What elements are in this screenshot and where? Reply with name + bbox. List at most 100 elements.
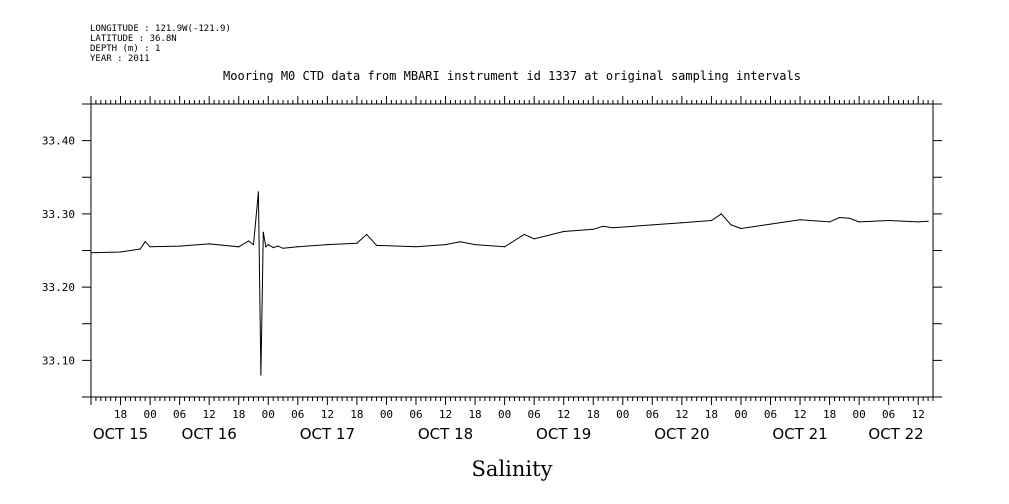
salinity-point (257, 191, 259, 193)
year-label: YEAR : 2011 (90, 54, 150, 64)
x-day-label: OCT 21 (772, 425, 827, 443)
salinity-point (119, 251, 122, 253)
series-group (90, 191, 929, 376)
x-hour-tick-label: 00 (853, 408, 866, 421)
salinity-point (444, 244, 447, 246)
salinity-point (248, 240, 250, 242)
salinity-point (612, 227, 614, 229)
salinity-point (144, 241, 146, 243)
x-hour-tick-label: 18 (468, 408, 481, 421)
latitude-label: LATITUDE : 36.8N (90, 34, 177, 44)
salinity-point (415, 246, 417, 248)
salinity-point (139, 248, 141, 250)
x-hour-tick-label: 18 (823, 408, 836, 421)
salinity-point (710, 219, 713, 222)
x-hour-tick-label: 18 (232, 408, 245, 421)
longitude-label: LONGITUDE : 121.9W(-121.9) (90, 24, 231, 34)
x-day-label: OCT 19 (536, 425, 591, 443)
x-hour-tick-label: 00 (262, 408, 275, 421)
salinity-point (90, 252, 92, 254)
x-hour-tick-label: 12 (912, 408, 925, 421)
salinity-point (459, 241, 461, 243)
salinity-point (149, 246, 151, 248)
salinity-point (592, 228, 594, 230)
salinity-point (602, 225, 604, 227)
x-hour-tick-label: 06 (173, 408, 186, 421)
salinity-point (282, 247, 284, 249)
salinity-point (927, 220, 929, 222)
x-axis-label: Salinity (472, 457, 553, 481)
salinity-point (848, 217, 850, 219)
x-hour-tick-label: 00 (380, 408, 393, 421)
x-hour-tick-label: 18 (705, 408, 718, 421)
depth-label: DEPTH (m) : 1 (90, 44, 160, 54)
salinity-point (838, 216, 841, 219)
x-hour-tick-label: 00 (616, 408, 629, 421)
salinity-point (769, 223, 772, 225)
y-tick-labels: 33.10 33.20 33.30 33.40 (42, 135, 75, 368)
salinity-point (262, 231, 264, 233)
y-tick-label: 33.10 (42, 354, 75, 367)
salinity-point (651, 224, 653, 226)
x-day-label: OCT 22 (868, 425, 923, 443)
x-hour-tick-label: 00 (143, 408, 156, 421)
salinity-point (523, 233, 525, 235)
salinity-point (730, 224, 732, 226)
salinity-point (563, 230, 565, 233)
salinity-point (277, 245, 279, 247)
x-hour-tick-label: 12 (793, 408, 806, 421)
salinity-point (533, 238, 535, 240)
salinity-point (681, 222, 683, 224)
y-tick-label: 33.20 (42, 281, 75, 294)
salinity-point (272, 247, 274, 249)
y-tick-label: 33.30 (42, 208, 75, 221)
x-hour-tick-label: 06 (291, 408, 304, 421)
salinity-point (356, 242, 358, 244)
salinity-point (799, 219, 801, 221)
x-hour-tick-label: 06 (409, 408, 422, 421)
salinity-point (376, 244, 378, 246)
y-tick-label: 33.40 (42, 135, 75, 148)
x-hour-tick-label: 18 (587, 408, 600, 421)
x-day-labels: OCT 15 OCT 16 OCT 17 OCT 18 OCT 19 OCT 20 OCT … (93, 425, 924, 443)
salinity-point (366, 233, 368, 235)
x-day-label: OCT 16 (182, 425, 237, 443)
x-hour-tick-label: 18 (114, 408, 127, 421)
salinity-point (720, 213, 722, 215)
salinity-point (252, 244, 255, 246)
tick-marks (82, 96, 942, 405)
salinity-point (179, 245, 181, 247)
salinity-point (265, 246, 267, 248)
salinity-point (504, 246, 506, 248)
x-hour-tick-label: 12 (203, 408, 216, 421)
x-day-label: OCT 15 (93, 425, 148, 443)
salinity-point (326, 244, 328, 246)
salinity-point (858, 221, 860, 223)
salinity-point (474, 244, 476, 246)
salinity-point (260, 374, 262, 376)
x-hour-labels: 18 00 06 12 18 00 06 12 18 00 06 12 18 00 06 12 18 00 06 12… (114, 408, 925, 421)
salinity-series-line (90, 191, 929, 376)
x-hour-tick-label: 06 (528, 408, 541, 421)
x-day-label: OCT 18 (418, 425, 473, 443)
x-hour-tick-label: 00 (734, 408, 747, 421)
salinity-point (888, 219, 890, 222)
plot-frame (90, 103, 934, 398)
x-hour-tick-label: 12 (439, 408, 452, 421)
x-hour-tick-label: 12 (675, 408, 688, 421)
x-hour-tick-label: 00 (498, 408, 511, 421)
salinity-point (238, 246, 240, 248)
x-hour-tick-label: 12 (557, 408, 570, 421)
salinity-point (297, 246, 299, 248)
salinity-point (829, 221, 831, 223)
x-day-label: OCT 20 (654, 425, 709, 443)
salinity-point (917, 221, 919, 223)
salinity-point (208, 243, 210, 245)
chart-title: Mooring M0 CTD data from MBARI instrumen… (223, 69, 801, 83)
salinity-point (740, 227, 742, 230)
x-day-label: OCT 17 (300, 425, 355, 443)
salinity-point (267, 244, 269, 246)
x-hour-tick-label: 12 (321, 408, 334, 421)
x-hour-tick-label: 18 (350, 408, 363, 421)
